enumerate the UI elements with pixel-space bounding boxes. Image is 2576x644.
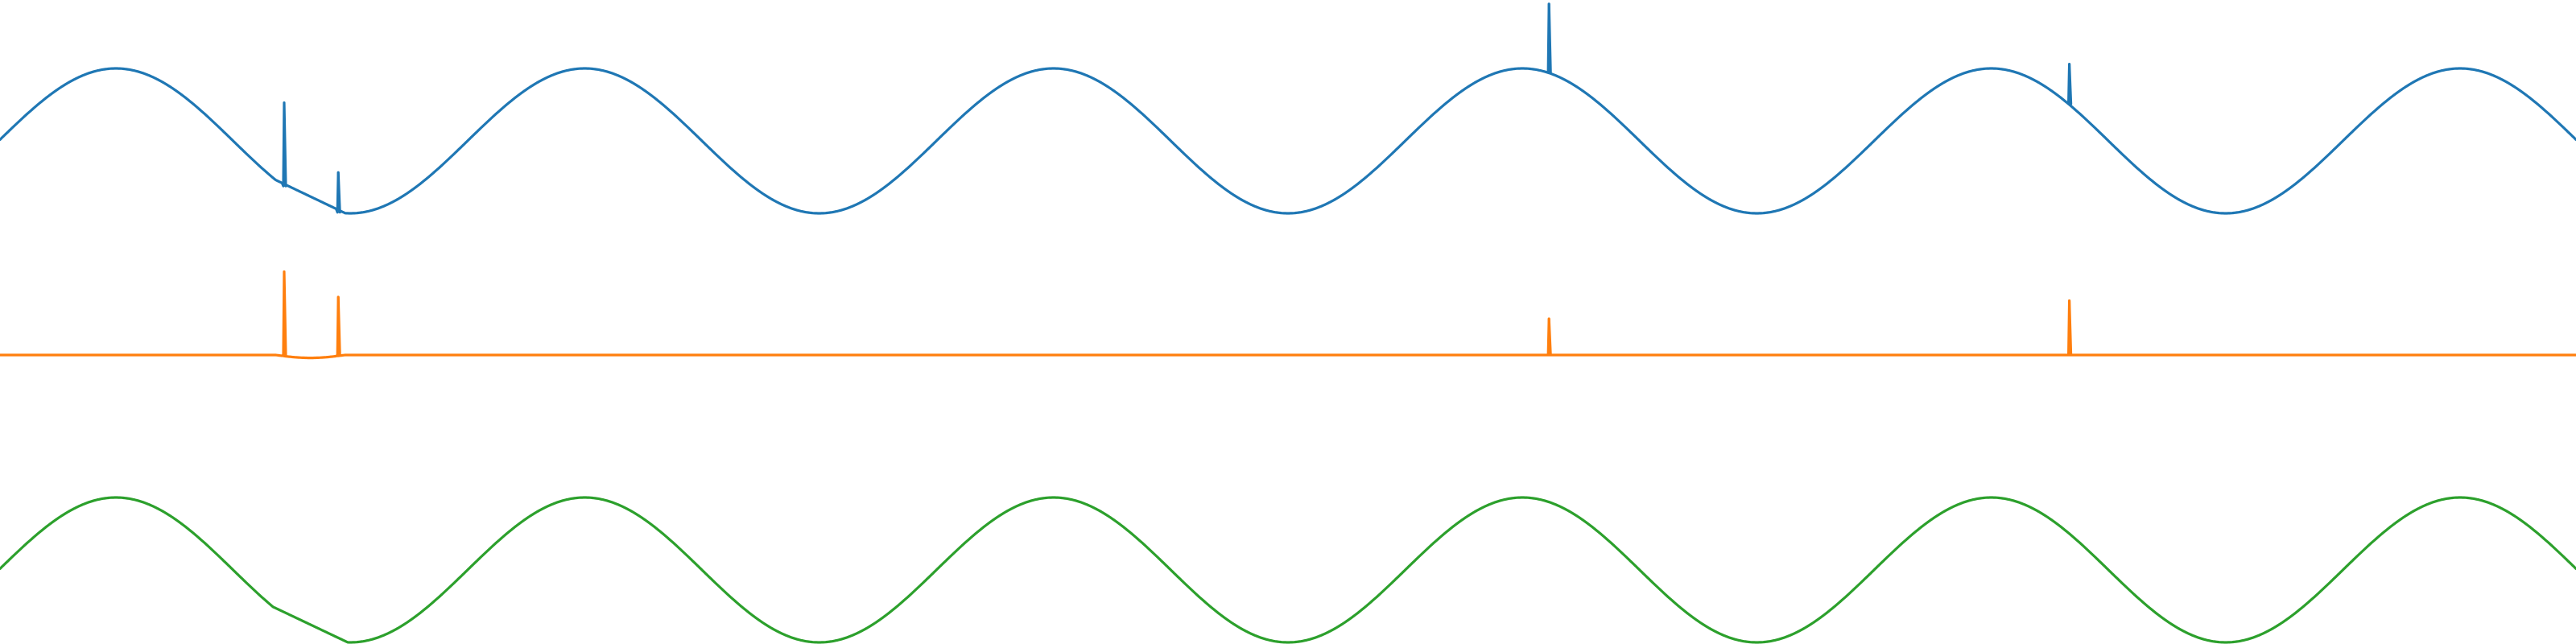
panel-3-green: [0, 496, 2576, 644]
series-line-1-1: [0, 2, 2576, 215]
series-line-3-1: [0, 496, 2576, 644]
panel-1-blue: [0, 2, 2576, 215]
panel-2-orange: [0, 270, 2576, 360]
series-line-2-1: [0, 270, 2576, 360]
